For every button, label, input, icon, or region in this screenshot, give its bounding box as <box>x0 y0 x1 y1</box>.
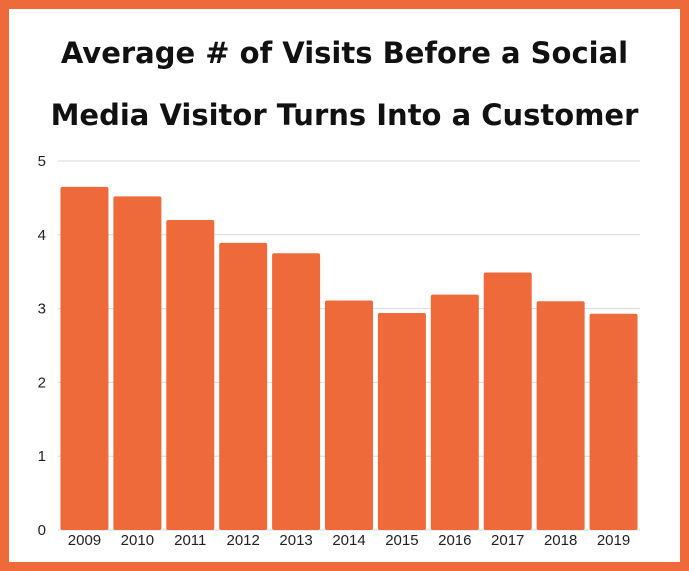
bar-2010 <box>113 196 162 530</box>
y-tick-label-2: 2 <box>38 374 46 391</box>
bar-2015 <box>377 313 426 530</box>
chart-title-line-1: Average # of Visits Before a Social <box>60 36 629 70</box>
x-tick-label-2016: 2016 <box>438 532 471 549</box>
y-tick-label-0: 0 <box>38 522 46 539</box>
x-tick-label-2015: 2015 <box>385 532 418 549</box>
chart-title: Average # of Visits Before a Social Medi… <box>0 22 689 146</box>
y-tick-label-4: 4 <box>38 227 46 244</box>
y-tick-label-3: 3 <box>38 301 46 318</box>
bar-2013 <box>272 253 321 530</box>
bar-2017 <box>483 272 532 530</box>
x-tick-label-2010: 2010 <box>121 532 154 549</box>
chart-title-line-2: Media Visitor Turns Into a Customer <box>50 98 639 132</box>
x-axis: 2009 2010 2011 2012 2013 2014 2015 2016 2017 2018… <box>68 532 630 549</box>
bar-2012 <box>219 242 268 530</box>
y-axis: 0 1 2 3 4 5 <box>38 153 46 539</box>
y-tick-label-5: 5 <box>38 153 46 170</box>
x-tick-label-2017: 2017 <box>491 532 524 549</box>
bars <box>60 186 638 531</box>
bar-2011 <box>166 220 215 531</box>
x-tick-label-2012: 2012 <box>226 532 259 549</box>
x-tick-label-2009: 2009 <box>68 532 101 549</box>
bar-2019 <box>589 313 638 530</box>
bar-2009 <box>60 186 109 530</box>
y-tick-label-1: 1 <box>38 448 46 465</box>
x-tick-label-2014: 2014 <box>332 532 365 549</box>
x-tick-label-2011: 2011 <box>174 532 206 549</box>
x-tick-label-2019: 2019 <box>597 532 630 549</box>
x-tick-label-2018: 2018 <box>544 532 577 549</box>
x-tick-label-2013: 2013 <box>279 532 312 549</box>
bar-2018 <box>536 301 585 530</box>
bar-2016 <box>430 294 479 530</box>
bar-2014 <box>325 300 373 530</box>
